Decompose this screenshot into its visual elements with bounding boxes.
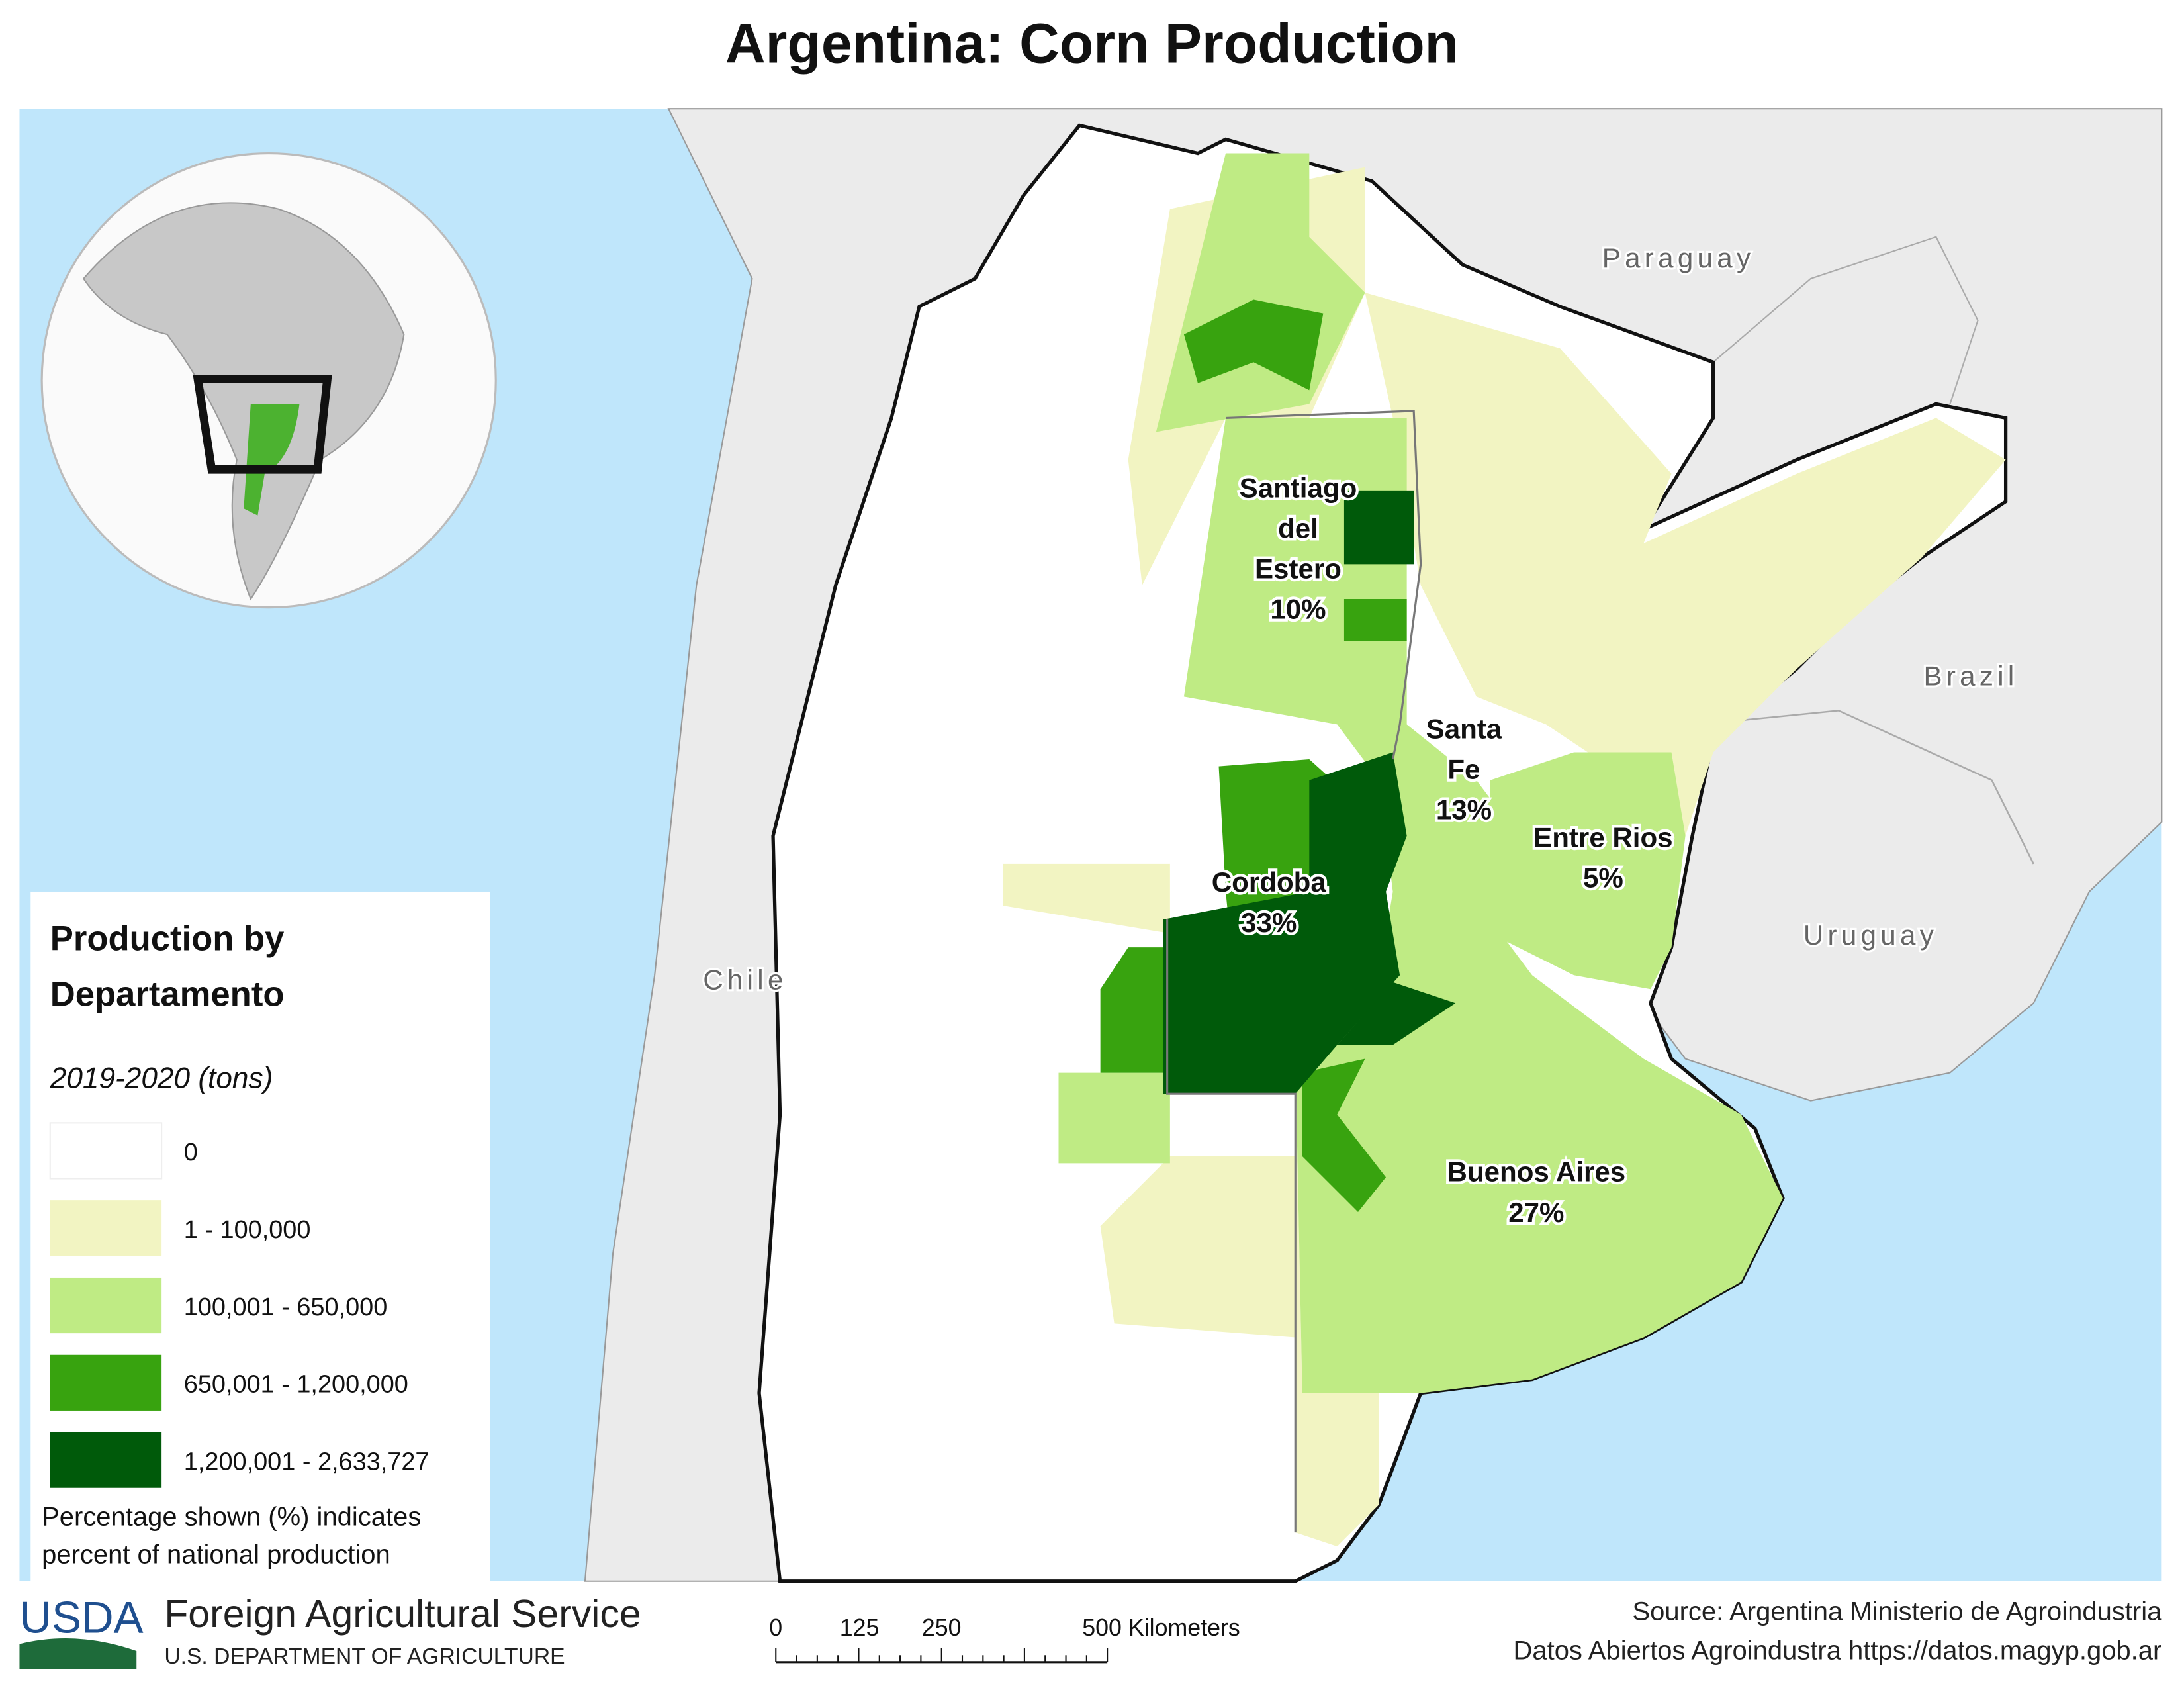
globe-argentina	[244, 404, 300, 516]
globe-inset	[40, 152, 497, 609]
low-production	[1365, 293, 2006, 836]
high-production	[1343, 599, 1407, 641]
legend-note: Percentage shown (%) indicates	[42, 1503, 421, 1532]
legend-label: 0	[184, 1139, 198, 1166]
country-label: Uruguay	[1803, 919, 1938, 951]
legend-label: 1 - 100,000	[184, 1216, 311, 1244]
legend-label: 100,001 - 650,000	[184, 1293, 387, 1321]
globe-frame	[193, 375, 332, 474]
mid-production	[1490, 752, 1686, 990]
province-name: del	[1278, 512, 1318, 543]
low-production	[1100, 1156, 1296, 1338]
legend-swatch	[50, 1200, 162, 1256]
province-name: Fe	[1447, 754, 1480, 785]
title: Argentina: Corn Production	[725, 13, 1459, 75]
province-borders	[1166, 919, 1297, 1533]
low-production	[1003, 863, 1170, 934]
scale-label: 250	[922, 1615, 962, 1641]
legend: Production by Departamento 2019-2020 (tons…	[30, 891, 490, 1581]
logo-swoosh	[19, 1638, 137, 1669]
border-paraguay-brazil	[1699, 710, 2034, 865]
legend-swatch	[50, 1354, 162, 1411]
province-name: Buenos Aires	[1447, 1156, 1626, 1188]
high-production	[1302, 1058, 1387, 1213]
province-share: 10%	[1270, 593, 1326, 624]
logo: USDA	[19, 1593, 143, 1643]
legend-swatch	[50, 1277, 162, 1334]
high-production	[1183, 299, 1324, 391]
legend-label: 1,200,001 - 2,633,727	[184, 1448, 430, 1476]
province-name: Entre Rios	[1533, 822, 1672, 853]
province-share: 5%	[1583, 863, 1623, 894]
legend-subtitle: 2019-2020 (tons)	[50, 1062, 273, 1095]
province-name: Santa	[1426, 713, 1502, 744]
legend-title: Production by Departamento	[50, 919, 285, 1013]
high-production	[1100, 947, 1170, 1073]
legend-label: 650,001 - 1,200,000	[184, 1371, 408, 1399]
legend-swatch	[49, 1122, 163, 1180]
province-labels: Santiago del Estero 10% Santa Fe 13% Entre Rios…	[1209, 469, 1676, 1231]
borders	[1712, 236, 1979, 404]
province-borders	[1225, 410, 1422, 760]
province-share: 13%	[1436, 794, 1492, 825]
province-share: 27%	[1508, 1197, 1564, 1228]
legend-note: percent of national production	[42, 1540, 390, 1569]
source: Source: Argentina Ministerio de Agroindu…	[1632, 1597, 2162, 1626]
top-production	[1163, 752, 1407, 1094]
globe-land	[82, 202, 405, 601]
country-label: Paraguay	[1602, 242, 1755, 273]
department: U.S. DEPARTMENT OF AGRICULTURE	[164, 1644, 565, 1669]
country-label: Brazil	[1923, 660, 2018, 691]
footer: USDA Foreign Agricultural Service U.S. D…	[19, 1593, 2162, 1669]
scale-label: 500 Kilometers	[1082, 1615, 1240, 1641]
production-shading	[1003, 153, 2006, 1547]
legend-swatch	[50, 1432, 162, 1488]
agency: Foreign Agricultural Service	[164, 1593, 641, 1636]
map: Santiago del Estero 10% Santa Fe 13% Entre Rios…	[19, 108, 2163, 1583]
province-share: 33%	[1241, 907, 1297, 938]
top-production	[1337, 982, 1456, 1045]
source: Datos Abiertos Agroindustra https://dato…	[1514, 1636, 2162, 1665]
mid-production	[1058, 1072, 1170, 1164]
province-name: Estero	[1255, 553, 1342, 584]
low-production	[1295, 1058, 1379, 1547]
province-name: Cordoba	[1212, 867, 1327, 898]
country-label: Chile	[703, 964, 787, 995]
scale-label: 125	[840, 1615, 880, 1641]
top-production	[1343, 490, 1414, 565]
scale-label: 0	[769, 1615, 782, 1641]
province-name: Santiago	[1240, 472, 1357, 503]
